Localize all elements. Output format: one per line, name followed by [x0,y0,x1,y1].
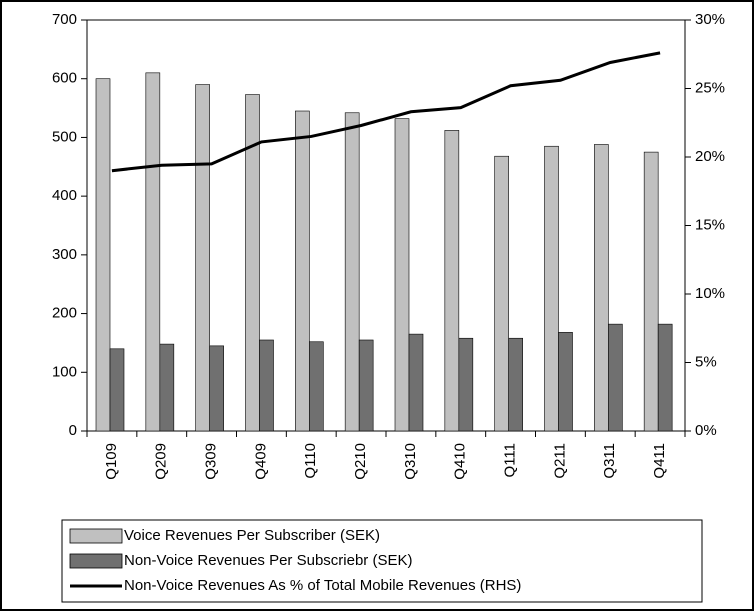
bar [259,339,274,432]
y2-tick-label: 10% [695,285,725,302]
legend-swatch [69,553,123,569]
bar [394,118,410,432]
bar [95,78,111,432]
legend: Voice Revenues Per Subscriber (SEK) Non-V… [69,527,521,594]
y-tick-label: 100 [52,363,77,380]
legend-box [61,519,703,603]
legend-label: Voice Revenues Per Subscriber (SEK) [124,527,380,544]
y-tick-label: 200 [52,305,77,322]
y2-tick-label: 15% [695,216,725,233]
bar [159,343,175,432]
x-tick-label: Q310 [402,443,419,480]
y2-tick-label: 5% [695,353,717,370]
y-tick-label: 600 [52,70,77,87]
y-tick-label: 500 [52,128,77,145]
x-tick-label: Q110 [302,443,319,479]
bar [109,348,125,432]
bar [408,333,424,432]
legend-label: Non-Voice Revenues As % of Total Mobile … [124,577,521,594]
bar [444,130,460,432]
y-tick-label: 400 [52,187,77,204]
x-tick-label: Q409 [252,443,269,480]
x-tick-label: Q410 [452,443,469,480]
bar [245,94,260,432]
x-tick-label: Q209 [153,443,170,480]
bar [195,84,210,432]
bar [544,145,559,432]
bar [295,110,310,432]
y2-tick-label: 20% [695,148,725,165]
x-tick-label: Q111 [502,443,519,477]
legend-label: Non-Voice Revenues Per Subscriebr (SEK) [124,552,412,569]
bar [145,72,161,432]
y-tick-label: 300 [52,246,77,263]
bar [594,144,609,432]
bar [309,341,324,432]
y-tick-label: 700 [52,11,77,28]
y2-tick-label: 25% [695,79,725,96]
bar [558,332,573,432]
y2-tick-label: 30% [695,11,725,28]
x-tick-label: Q309 [203,443,220,480]
bar [508,337,523,432]
bar [608,323,623,432]
x-tick-label: Q411 [651,443,668,479]
x-tick-label: Q109 [103,443,120,480]
bar [494,155,509,432]
legend-swatch [69,528,123,544]
y2-tick-label: 0% [695,422,717,439]
bar [657,323,673,432]
x-tick-label: Q311 [601,443,618,479]
y-tick-label: 0 [69,422,77,439]
bar [643,151,659,432]
x-tick-label: Q211 [551,443,568,479]
bar [344,112,360,432]
line [111,51,661,173]
bar [358,339,374,432]
bar [209,345,224,432]
x-tick-label: Q210 [352,443,369,480]
bar [458,337,474,432]
